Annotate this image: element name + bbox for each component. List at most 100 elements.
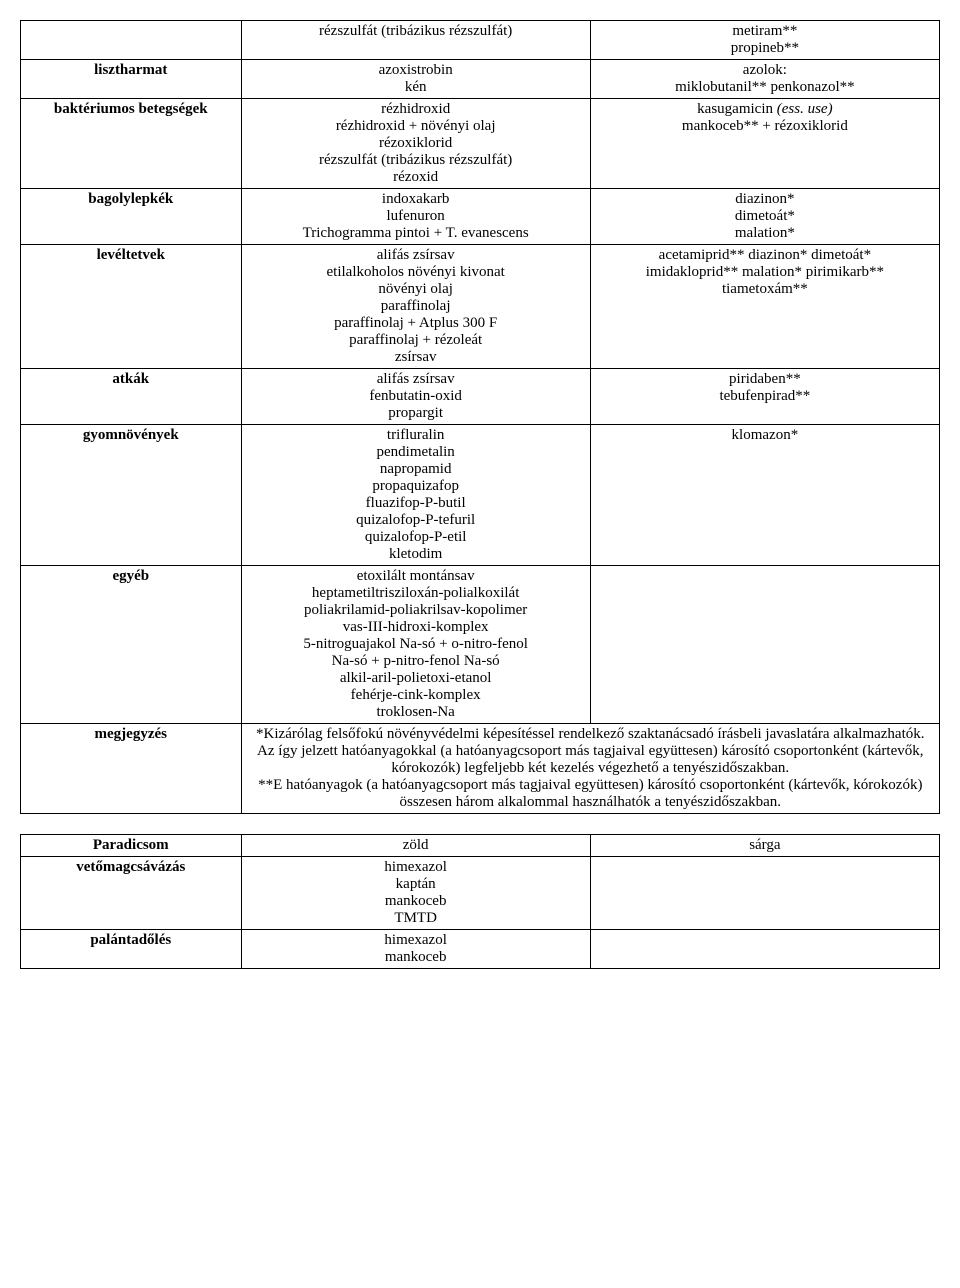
cell-line: alifás zsírsav — [248, 247, 584, 264]
row-label: atkák — [21, 369, 242, 425]
row-label: levéltetvek — [21, 245, 242, 369]
table-row: baktériumos betegségek rézhidroxidrézhidr… — [21, 99, 940, 189]
cell-line: baktériumos betegségek — [27, 101, 235, 118]
cell-line: etoxilált montánsav — [248, 568, 584, 585]
cell-line: propaquizafop — [248, 478, 584, 495]
table-row: palántadőlés himexazolmankoceb — [21, 930, 940, 969]
col-yellow: diazinon*dimetoát*malation* — [590, 189, 939, 245]
cell-line: quizalofop-P-tefuril — [248, 512, 584, 529]
cell-line: megjegyzés — [27, 726, 235, 743]
col-yellow: piridaben**tebufenpirad** — [590, 369, 939, 425]
col-green: himexazolkaptánmankocebTMTD — [241, 857, 590, 930]
note-cell: *Kizárólag felsőfokú növényvédelmi képes… — [241, 724, 939, 814]
table-row: bagolylepkék indoxakarblufenuronTrichogra… — [21, 189, 940, 245]
col-yellow: klomazon* — [590, 425, 939, 566]
cell-line: 5-nitroguajakol Na-só + o-nitro-fenol — [248, 636, 584, 653]
cell-line: propineb** — [597, 40, 933, 57]
table-row: vetőmagcsávázáshimexazolkaptánmankocebTM… — [21, 857, 940, 930]
table-plant-protection: rézszulfát (tribázikus rézszulfát) metira… — [20, 20, 940, 814]
row-label: bagolylepkék — [21, 189, 242, 245]
table-row: Paradicsom zöld sárga — [21, 835, 940, 857]
cell-line: Paradicsom — [27, 837, 235, 854]
cell-line: miklobutanil** penkonazol** — [597, 79, 933, 96]
cell-line: poliakrilamid-poliakrilsav-kopolimer — [248, 602, 584, 619]
cell-line: mankoceb — [248, 893, 584, 910]
cell-line: levéltetvek — [27, 247, 235, 264]
cell-line: Trichogramma pintoi + T. evanescens — [248, 225, 584, 242]
cell-line: himexazol — [248, 932, 584, 949]
row-label: vetőmagcsávázás — [21, 857, 242, 930]
cell-line: etilalkoholos növényi kivonat — [248, 264, 584, 281]
cell-line: kén — [248, 79, 584, 96]
table-row: megjegyzés *Kizárólag felsőfokú növényvéd… — [21, 724, 940, 814]
cell-line: rézhidroxid + növényi olaj — [248, 118, 584, 135]
cell-line: sárga — [597, 837, 933, 854]
cell-line: diazinon* — [597, 191, 933, 208]
cell-line: klomazon* — [597, 427, 933, 444]
cell-line: fenbutatin-oxid — [248, 388, 584, 405]
cell-line: bagolylepkék — [27, 191, 235, 208]
col-yellow: azolok:miklobutanil** penkonazol** — [590, 60, 939, 99]
col-green: himexazolmankoceb — [241, 930, 590, 969]
cell-line: lufenuron — [248, 208, 584, 225]
cell-line: paraffinolaj + rézoleát — [248, 332, 584, 349]
col-green: azoxistrobinkén — [241, 60, 590, 99]
col-green: rézszulfát (tribázikus rézszulfát) — [241, 21, 590, 60]
cell-line: mankoceb** + rézoxiklorid — [597, 118, 933, 135]
table-row: egyéb etoxilált montánsavheptametiltriszi… — [21, 566, 940, 724]
col-green: indoxakarblufenuronTrichogramma pintoi +… — [241, 189, 590, 245]
cell-line: quizalofop-P-etil — [248, 529, 584, 546]
note-line: *Kizárólag felsőfokú növényvédelmi képes… — [248, 726, 933, 777]
table-paradicsom: Paradicsomzöldsárgavetőmagcsávázáshimexa… — [20, 834, 940, 969]
cell-line: gyomnövények — [27, 427, 235, 444]
cell-line: kletodim — [248, 546, 584, 563]
cell-line: rézoxiklorid — [248, 135, 584, 152]
row-label: gyomnövények — [21, 425, 242, 566]
table-row: levéltetvek alifás zsírsavetilalkoholos n… — [21, 245, 940, 369]
cell-line: tiametoxám** — [597, 281, 933, 298]
note-line: **E hatóanyagok (a hatóanyagcsoport más … — [248, 777, 933, 811]
cell-line: TMTD — [248, 910, 584, 927]
row-label: Paradicsom — [21, 835, 242, 857]
cell-line: alifás zsírsav — [248, 371, 584, 388]
cell-line: paraffinolaj + Atplus 300 F — [248, 315, 584, 332]
cell-line: rézszulfát (tribázikus rézszulfát) — [248, 23, 584, 40]
cell-line: rézszulfát (tribázikus rézszulfát) — [248, 152, 584, 169]
cell-line: alkil-aril-polietoxi-etanol — [248, 670, 584, 687]
col-green: rézhidroxidrézhidroxid + növényi olajréz… — [241, 99, 590, 189]
col-yellow — [590, 930, 939, 969]
row-label — [21, 21, 242, 60]
row-label: lisztharmat — [21, 60, 242, 99]
cell-line: acetamiprid** diazinon* dimetoát* — [597, 247, 933, 264]
cell-line: heptametiltrisziloxán-polialkoxilát — [248, 585, 584, 602]
cell-line: mankoceb — [248, 949, 584, 966]
cell-line: palántadőlés — [27, 932, 235, 949]
row-label: baktériumos betegségek — [21, 99, 242, 189]
cell-line: egyéb — [27, 568, 235, 585]
cell-line: zsírsav — [248, 349, 584, 366]
table-row: atkák alifás zsírsavfenbutatin-oxidpropar… — [21, 369, 940, 425]
col-green: etoxilált montánsavheptametiltrisziloxán… — [241, 566, 590, 724]
row-label: egyéb — [21, 566, 242, 724]
col-yellow: sárga — [590, 835, 939, 857]
cell-line: propargit — [248, 405, 584, 422]
cell-line: malation* — [597, 225, 933, 242]
cell-line: rézoxid — [248, 169, 584, 186]
cell-line: kaptán — [248, 876, 584, 893]
cell-line: pendimetalin — [248, 444, 584, 461]
cell-line: troklosen-Na — [248, 704, 584, 721]
cell-line: kasugamicin (ess. use) — [597, 101, 933, 118]
cell-line: napropamid — [248, 461, 584, 478]
cell-line: azolok: — [597, 62, 933, 79]
col-green: alifás zsírsavetilalkoholos növényi kivo… — [241, 245, 590, 369]
row-label: megjegyzés — [21, 724, 242, 814]
col-yellow: acetamiprid** diazinon* dimetoát*imidakl… — [590, 245, 939, 369]
cell-line: piridaben** — [597, 371, 933, 388]
col-yellow — [590, 857, 939, 930]
col-yellow: kasugamicin (ess. use)mankoceb** + rézox… — [590, 99, 939, 189]
cell-line: növényi olaj — [248, 281, 584, 298]
cell-line: indoxakarb — [248, 191, 584, 208]
col-yellow: metiram**propineb** — [590, 21, 939, 60]
col-green: zöld — [241, 835, 590, 857]
cell-line: paraffinolaj — [248, 298, 584, 315]
